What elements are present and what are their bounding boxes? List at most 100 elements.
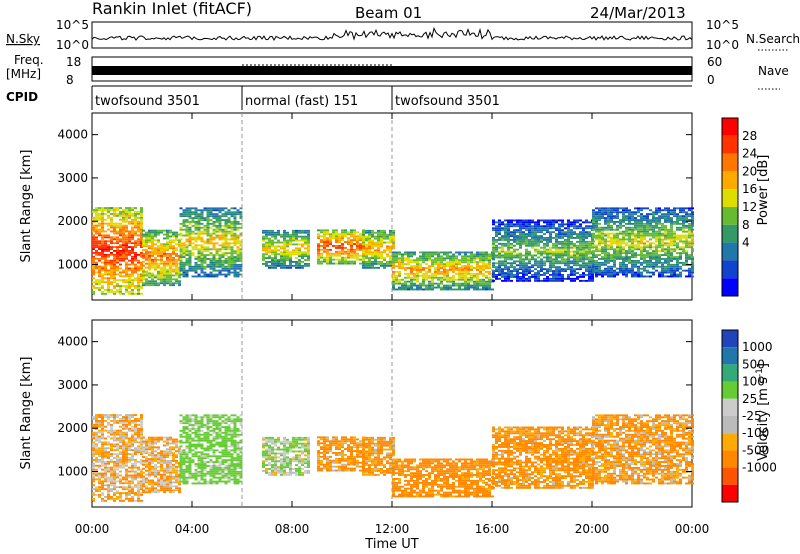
power-cell: [233, 236, 237, 239]
power-cell: [185, 246, 189, 249]
power-cell: [461, 269, 464, 271]
power-cell: [116, 261, 119, 264]
power-cell: [122, 214, 125, 217]
power-cell: [592, 263, 595, 266]
power-cell: [492, 223, 495, 226]
power-cell: [224, 258, 228, 260]
power-cell: [688, 228, 691, 231]
power-cell: [691, 221, 694, 223]
power-cell: [546, 250, 549, 253]
power-cell: [688, 219, 691, 221]
power-cell: [203, 275, 207, 278]
power-cell: [110, 269, 113, 272]
power-cell: [592, 256, 595, 258]
power-cell: [625, 242, 628, 245]
power-cell: [607, 269, 610, 272]
power-cell: [350, 229, 353, 232]
power-cell: [206, 224, 210, 227]
power-cell: [175, 270, 178, 273]
power-cell: [134, 234, 137, 237]
power-cell: [350, 262, 353, 265]
velocity-cell: [119, 420, 122, 422]
power-cell: [625, 263, 628, 266]
power-cell: [443, 257, 446, 260]
power-cell: [137, 216, 140, 219]
power-cell: [643, 238, 646, 241]
power-cell: [582, 266, 585, 269]
power-cell: [137, 242, 140, 245]
power-cell: [338, 252, 341, 255]
power-cell: [268, 237, 271, 240]
power-cell: [425, 271, 428, 273]
power-cell: [401, 255, 404, 258]
velocity-cell: [113, 492, 116, 494]
power-cell: [504, 235, 507, 237]
power-cell: [227, 261, 231, 264]
power-cell: [175, 262, 178, 265]
power-cell: [634, 244, 637, 247]
power-cell: [419, 271, 422, 273]
power-cell: [142, 239, 145, 242]
power-cell: [507, 256, 510, 259]
power-cell: [140, 214, 143, 217]
power-cell: [362, 259, 365, 261]
power-cell: [470, 278, 473, 281]
velocity-cell: [131, 478, 134, 481]
power-cell: [652, 246, 655, 249]
power-cell: [209, 248, 213, 251]
power-cell: [610, 242, 613, 245]
power-cell: [595, 215, 598, 218]
power-cell: [134, 213, 137, 215]
power-cell: [479, 288, 482, 291]
velocity-cell: [125, 474, 128, 477]
power-cell: [670, 209, 673, 212]
power-cell: [398, 265, 401, 268]
power-cell: [601, 250, 604, 253]
power-cell: [200, 232, 204, 235]
velocity-cell: [110, 476, 113, 479]
power-cell: [107, 224, 110, 227]
power-cell: [131, 263, 134, 266]
power-cell: [507, 274, 510, 276]
power-cell: [368, 229, 371, 232]
velocity-cell: [119, 474, 122, 477]
power-cell: [579, 256, 582, 259]
power-cell: [437, 267, 440, 269]
power-cell: [307, 231, 310, 234]
power-cell: [182, 250, 186, 253]
power-cell: [595, 269, 598, 272]
power-cell: [601, 211, 604, 214]
power-cell: [631, 269, 634, 272]
power-cell: [137, 277, 140, 280]
power-cell: [215, 209, 219, 212]
power-cell: [637, 271, 640, 274]
power-cell: [233, 244, 237, 247]
power-cell: [655, 248, 658, 251]
power-cell: [145, 284, 148, 287]
power-cell: [579, 274, 582, 276]
power-cell: [128, 283, 131, 285]
velocity-cell: [110, 429, 113, 432]
velocity-cell: [122, 445, 125, 448]
power-cell: [134, 230, 137, 233]
power-cell: [601, 209, 604, 212]
power-cell: [107, 261, 110, 264]
power-cell: [407, 263, 410, 266]
power-cell: [347, 250, 350, 253]
power-cell: [543, 237, 546, 239]
power-cell: [218, 230, 222, 233]
velocity-cell: [116, 460, 119, 463]
power-cell: [410, 278, 413, 281]
power-cell: [128, 285, 131, 287]
power-cell: [194, 263, 198, 266]
power-cell: [570, 229, 573, 232]
velocity-cell: [140, 476, 143, 479]
power-cell: [107, 207, 110, 209]
power-cell: [598, 213, 601, 216]
power-cell: [338, 262, 341, 265]
power-cell: [595, 267, 598, 270]
nave-tick-top: 60: [707, 55, 722, 69]
power-cell: [194, 222, 198, 225]
power-cell: [145, 282, 148, 285]
power-cell: [595, 250, 598, 253]
